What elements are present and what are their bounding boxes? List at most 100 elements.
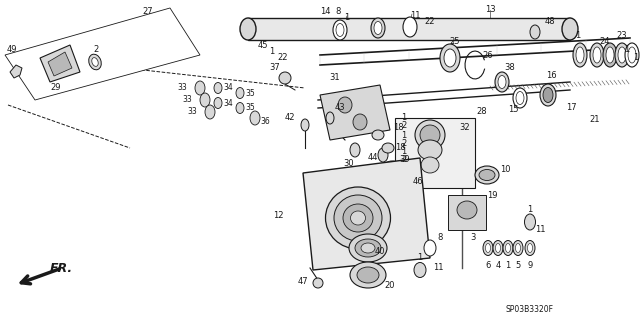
Text: 46: 46 xyxy=(413,177,423,187)
Ellipse shape xyxy=(618,47,626,63)
Ellipse shape xyxy=(355,239,381,257)
Ellipse shape xyxy=(513,88,527,108)
Text: 31: 31 xyxy=(330,73,340,83)
Text: 1: 1 xyxy=(269,47,275,56)
Text: 5: 5 xyxy=(515,261,520,270)
Text: 1: 1 xyxy=(417,254,422,263)
Text: 42: 42 xyxy=(285,114,295,122)
Ellipse shape xyxy=(543,87,553,102)
Polygon shape xyxy=(48,52,72,76)
Text: 3: 3 xyxy=(470,234,476,242)
Text: 33: 33 xyxy=(182,95,192,105)
Text: 48: 48 xyxy=(545,18,556,26)
Text: 21: 21 xyxy=(589,115,600,124)
Ellipse shape xyxy=(530,25,540,39)
Ellipse shape xyxy=(383,161,401,175)
Ellipse shape xyxy=(486,243,490,253)
Text: 25: 25 xyxy=(450,38,460,47)
Text: 35: 35 xyxy=(245,103,255,113)
Text: 2: 2 xyxy=(93,46,99,55)
Polygon shape xyxy=(303,158,430,270)
Ellipse shape xyxy=(493,241,503,256)
Text: 13: 13 xyxy=(484,5,495,14)
Ellipse shape xyxy=(403,17,417,37)
Ellipse shape xyxy=(382,143,394,153)
Ellipse shape xyxy=(351,211,365,225)
Text: 44: 44 xyxy=(368,153,378,162)
Text: 11: 11 xyxy=(535,226,545,234)
Ellipse shape xyxy=(506,243,511,253)
Ellipse shape xyxy=(350,262,386,288)
Text: 2: 2 xyxy=(401,138,406,147)
Ellipse shape xyxy=(326,187,390,249)
Ellipse shape xyxy=(603,43,617,67)
Text: 8: 8 xyxy=(437,234,443,242)
Ellipse shape xyxy=(479,169,495,181)
Text: SP03B3320F: SP03B3320F xyxy=(506,306,554,315)
Ellipse shape xyxy=(374,21,382,34)
Ellipse shape xyxy=(378,148,388,162)
Ellipse shape xyxy=(573,43,587,67)
Ellipse shape xyxy=(527,243,532,253)
Ellipse shape xyxy=(525,214,536,230)
Ellipse shape xyxy=(421,157,439,173)
Text: 6: 6 xyxy=(485,261,491,270)
Ellipse shape xyxy=(440,44,460,72)
Ellipse shape xyxy=(498,76,506,88)
Ellipse shape xyxy=(590,43,604,67)
Text: 10: 10 xyxy=(500,166,510,174)
Polygon shape xyxy=(5,8,200,100)
Ellipse shape xyxy=(357,267,379,283)
Text: 49: 49 xyxy=(7,46,17,55)
Ellipse shape xyxy=(615,43,629,67)
Text: 2: 2 xyxy=(401,155,406,165)
Ellipse shape xyxy=(214,83,222,93)
Ellipse shape xyxy=(200,93,210,107)
Text: 14: 14 xyxy=(320,8,330,17)
Text: 38: 38 xyxy=(504,63,515,72)
Text: 28: 28 xyxy=(477,108,487,116)
Ellipse shape xyxy=(240,18,256,40)
Text: 4: 4 xyxy=(495,261,500,270)
Ellipse shape xyxy=(628,47,636,63)
Ellipse shape xyxy=(503,241,513,256)
Text: 33: 33 xyxy=(177,84,187,93)
Bar xyxy=(448,195,486,230)
Ellipse shape xyxy=(475,166,499,184)
Text: 11: 11 xyxy=(433,263,444,272)
Text: 22: 22 xyxy=(278,53,288,62)
Ellipse shape xyxy=(205,105,215,119)
Text: 37: 37 xyxy=(269,63,280,72)
Ellipse shape xyxy=(513,241,523,256)
Ellipse shape xyxy=(301,119,309,131)
Text: 34: 34 xyxy=(223,84,233,93)
Ellipse shape xyxy=(562,18,578,40)
Ellipse shape xyxy=(353,114,367,130)
Text: 11: 11 xyxy=(410,11,420,19)
Text: 18: 18 xyxy=(395,144,405,152)
Text: 1: 1 xyxy=(401,114,406,122)
Ellipse shape xyxy=(343,204,373,232)
Ellipse shape xyxy=(516,92,524,105)
Ellipse shape xyxy=(349,234,387,262)
Text: 24: 24 xyxy=(600,38,611,47)
Ellipse shape xyxy=(326,112,334,124)
Ellipse shape xyxy=(313,278,323,288)
Text: 16: 16 xyxy=(546,70,556,79)
Text: 29: 29 xyxy=(51,84,61,93)
Ellipse shape xyxy=(372,130,384,140)
Text: 26: 26 xyxy=(483,50,493,60)
Ellipse shape xyxy=(250,111,260,125)
Ellipse shape xyxy=(495,72,509,92)
Ellipse shape xyxy=(414,263,426,278)
Ellipse shape xyxy=(236,87,244,99)
Text: 33: 33 xyxy=(187,108,197,116)
Ellipse shape xyxy=(404,167,416,183)
Ellipse shape xyxy=(483,241,493,256)
Ellipse shape xyxy=(279,72,291,84)
Ellipse shape xyxy=(333,20,347,40)
Text: 30: 30 xyxy=(344,159,355,167)
Ellipse shape xyxy=(420,125,440,145)
Text: 1: 1 xyxy=(506,261,511,270)
Text: 1: 1 xyxy=(401,130,406,139)
